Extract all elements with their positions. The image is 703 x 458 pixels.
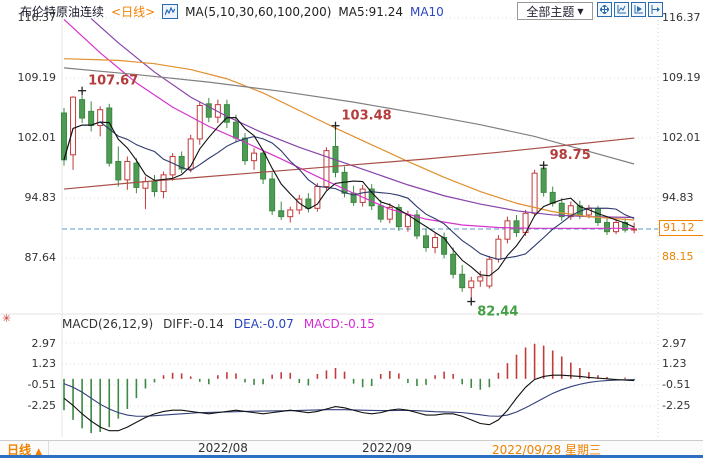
date-tick: 2022/08 [198, 441, 248, 455]
chart-toolbar [597, 2, 663, 17]
macd-tick-left: -2.25 [27, 399, 56, 412]
macd-tick-left: -0.51 [27, 378, 56, 391]
current-price-badge: 91.12 [659, 220, 703, 236]
price-tick-left: 94.83 [24, 191, 57, 204]
chart-header: 布伦特原油连续 <日线> MA(5,10,30,60,100,200) MA5:… [20, 3, 444, 20]
ma-group-label: MA(5,10,30,60,100,200) [185, 4, 332, 19]
macd-diff-value: DIFF:-0.14 [163, 317, 224, 331]
svg-text:82.44: 82.44 [477, 305, 518, 320]
price-tick-right: 116.37 [662, 11, 701, 24]
price-tick-right: 109.19 [662, 71, 701, 84]
play-forward-icon[interactable] [631, 2, 646, 17]
svg-text:107.67: 107.67 [88, 74, 138, 89]
macd-dea-value: DEA:-0.07 [233, 317, 294, 331]
date-tick: 2022/09 [362, 441, 412, 455]
divider [48, 441, 49, 455]
macd-tick-right: 2.97 [662, 337, 687, 350]
macd-legend: MACD(26,12,9) DIFF:-0.14 DEA:-0.07 MACD:… [62, 317, 375, 331]
triangle-up-icon: ▲ [35, 447, 43, 457]
price-tick-right: 102.01 [662, 131, 701, 144]
chevron-down-icon: ▼ [577, 6, 584, 16]
kline-chart-icon [162, 4, 179, 19]
svg-text:103.48: 103.48 [342, 109, 392, 124]
price-tick-right: 94.83 [662, 191, 694, 204]
period-tag: <日线> [111, 5, 156, 19]
indicator-settings-icon[interactable]: ✳ [2, 312, 12, 325]
bottom-blue-strip [0, 455, 703, 458]
macd-tick-right: 1.23 [662, 357, 687, 370]
instrument-title: 布伦特原油连续 [20, 5, 105, 19]
theme-dropdown-button[interactable]: 全部主题 ▼ [517, 2, 593, 20]
macd-params-label: MACD(26,12,9) [62, 317, 154, 331]
svg-text:98.75: 98.75 [550, 148, 591, 163]
period-selector-label: 日线 [7, 443, 32, 457]
pan-move-icon[interactable] [597, 2, 612, 17]
ma5-value-label: MA5:91.24 [338, 4, 403, 19]
date-tick-current: 2022/09/28 星期三 [492, 443, 601, 457]
theme-dropdown-label: 全部主题 [526, 4, 575, 19]
price-tick-left: 116.37 [17, 11, 57, 24]
period-selector[interactable]: 日线 ▲ [7, 441, 42, 458]
macd-tick-right: -2.25 [662, 399, 691, 412]
axis-scale-icon[interactable] [614, 2, 629, 17]
macd-macd-value: MACD:-0.15 [303, 317, 375, 331]
price-tick-left: 102.01 [17, 131, 57, 144]
macd-tick-right: -0.51 [662, 378, 691, 391]
macd-tick-left: 2.97 [31, 337, 57, 350]
secondary-price-label: 88.15 [662, 250, 694, 263]
price-tick-left: 109.19 [17, 71, 57, 84]
shift-right-icon[interactable] [648, 2, 663, 17]
ma10-label: MA10 [409, 4, 444, 19]
price-tick-left: 87.64 [24, 251, 57, 264]
time-axis-bar: 日线 ▲ 2022/08 2022/09 2022/09/28 星期三 [0, 440, 703, 458]
macd-tick-left: 1.23 [31, 357, 57, 370]
